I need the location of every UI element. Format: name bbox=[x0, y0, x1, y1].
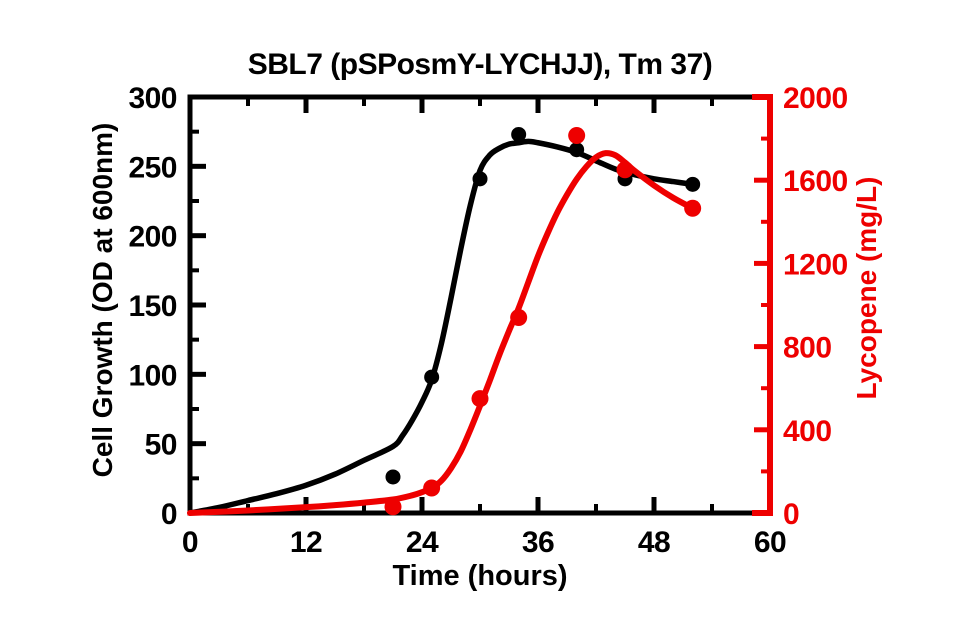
lycopene-data-point bbox=[510, 308, 528, 326]
x-axis-title: Time (hours) bbox=[392, 560, 568, 592]
growth-data-point bbox=[685, 176, 701, 192]
growth-data-point bbox=[424, 369, 440, 385]
right-tick-label: 0 bbox=[783, 498, 799, 531]
left-tick-label: 0 bbox=[161, 498, 177, 531]
left-tick-label: 300 bbox=[128, 82, 177, 115]
left-tick-label: 250 bbox=[128, 151, 177, 184]
lycopene-data-point bbox=[616, 161, 634, 179]
lycopene-data-point bbox=[384, 498, 402, 516]
growth-fit-curve bbox=[187, 138, 696, 516]
right-tick-label: 1200 bbox=[783, 248, 848, 281]
left-tick-label: 100 bbox=[128, 359, 177, 392]
lycopene-data-point bbox=[568, 126, 586, 144]
axes-frame bbox=[187, 94, 773, 516]
left-tick-label: 150 bbox=[128, 290, 177, 323]
lycopene-data-point bbox=[684, 199, 702, 217]
x-tick-label: 24 bbox=[406, 526, 439, 559]
lycopene-fit-curve bbox=[187, 150, 696, 516]
right-axis-ticks: 0 400 800 1200 1600 2000 bbox=[754, 82, 848, 531]
left-tick-label: 200 bbox=[128, 221, 177, 254]
lycopene-data-point bbox=[471, 390, 489, 408]
left-tick-label: 50 bbox=[145, 429, 177, 462]
right-tick-label: 1600 bbox=[783, 165, 848, 198]
x-tick-label: 48 bbox=[638, 526, 670, 559]
x-tick-label: 60 bbox=[754, 526, 786, 559]
growth-data-point bbox=[472, 171, 488, 187]
growth-data-point bbox=[385, 469, 401, 485]
x-axis-ticks: 0 12 24 36 48 60 bbox=[182, 97, 787, 559]
chart-title: SBL7 (pSPosmY-LYCHJJ), Tm 37) bbox=[247, 48, 713, 81]
x-tick-label: 36 bbox=[522, 526, 554, 559]
series-growth bbox=[187, 126, 701, 516]
x-tick-label: 12 bbox=[290, 526, 322, 559]
growth-data-point bbox=[511, 126, 527, 142]
series-lycopene bbox=[187, 126, 702, 516]
x-tick-label: 0 bbox=[182, 526, 198, 559]
left-axis-title: Cell Growth (OD at 600nm) bbox=[87, 122, 118, 478]
right-tick-label: 400 bbox=[783, 415, 832, 448]
left-axis-ticks: 0 50 100 150 200 250 300 bbox=[128, 82, 206, 531]
right-tick-label: 800 bbox=[783, 332, 832, 365]
right-tick-label: 2000 bbox=[783, 82, 848, 115]
lycopene-data-point bbox=[423, 479, 441, 497]
right-axis-title: Lycopene (mg/L) bbox=[851, 176, 882, 400]
growth-data-point bbox=[569, 142, 585, 158]
